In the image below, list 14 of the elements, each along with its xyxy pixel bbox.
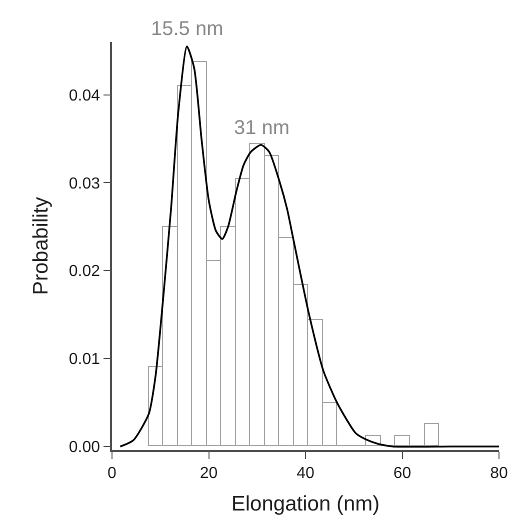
x-tick-label: 60	[393, 464, 412, 482]
x-tick-label: 40	[296, 464, 314, 482]
x-axis-title: Elongation (nm)	[231, 492, 380, 516]
x-tick-label: 0	[108, 464, 117, 482]
y-axis-title: Probability	[30, 196, 53, 296]
y-tick-label: 0.02	[68, 263, 100, 280]
x-tick-label: 20	[200, 464, 218, 482]
y-tick-label: 0.03	[68, 175, 100, 192]
annotation: 15.5 nm	[151, 18, 224, 40]
annotation: 31 nm	[234, 117, 290, 139]
x-tick-label: 80	[490, 464, 508, 482]
y-tick-label: 0.04	[68, 87, 100, 104]
y-tick-label: 0.01	[68, 351, 100, 368]
y-tick-label: 0.00	[68, 439, 100, 456]
